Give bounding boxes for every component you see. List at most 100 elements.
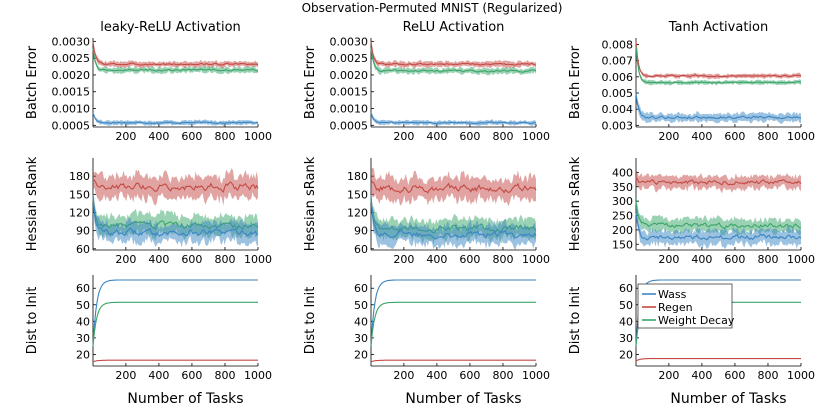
panels-group: 0.0005 0.0010 0.0015 0.0020 0.0025 0.0030 200 4… [25, 20, 815, 407]
panel-title: Tanh Activation [668, 20, 768, 35]
panel-relu-dist: 20 30 40 50 60 200 400 600 800 1000 Dist to Init Nu… [303, 275, 550, 407]
band-wass [371, 111, 536, 127]
panel-tanh-dist: 20 30 40 50 60 200 400 600 800 1000 Dist to Init Nu… [568, 275, 815, 407]
x-tick-label: 1000 [787, 253, 815, 266]
y-axis-label: Batch Error [568, 45, 583, 119]
legend-label-regen: Regen [658, 301, 693, 314]
x-tick-label: 600 [459, 253, 480, 266]
x-tick-label: 1000 [244, 253, 272, 266]
x-tick-label: 800 [214, 253, 235, 266]
panel-relu-batch: 0.0005 0.0010 0.0015 0.0020 0.0025 0.0030 200 4… [303, 20, 550, 143]
series-line-weight-decay [370, 48, 537, 73]
x-tick-label: 600 [724, 253, 745, 266]
y-tick-label: 150 [69, 188, 90, 201]
y-axis-label: Hessian sRank [303, 156, 318, 251]
x-axis-label: Number of Tasks [405, 391, 521, 407]
series-line-regen [92, 179, 259, 193]
series-line-wass [370, 279, 536, 347]
band-regen [371, 39, 536, 69]
x-tick-label: 200 [658, 253, 679, 266]
band-wass [371, 187, 536, 251]
y-tick-label: 300 [612, 195, 633, 208]
x-tick-label: 1000 [244, 369, 272, 382]
y-tick-label: 0.0030 [52, 35, 91, 48]
series-line-wass [635, 213, 802, 241]
series-line-weight-decay [635, 46, 802, 84]
series-line-weight-decay [635, 201, 802, 230]
y-tick-label: 0.008 [602, 38, 634, 51]
x-tick-label: 200 [115, 130, 136, 143]
series-line-regen [370, 359, 536, 363]
panel-relu-srank: 60 90 120 150 180 200 400 600 800 1000 Hessian sRa… [303, 156, 550, 266]
y-tick-label: 20 [354, 348, 368, 361]
panel-title: ReLU Activation [403, 20, 505, 35]
y-tick-label: 400 [612, 166, 633, 179]
y-axis-label: Hessian sRank [568, 156, 583, 251]
y-tick-label: 60 [354, 243, 368, 256]
y-tick-label: 0.0015 [330, 86, 369, 99]
panel-leaky-srank: 60 90 120 150 180 200 400 600 800 1000 Hessian sRa… [25, 156, 272, 266]
y-tick-label: 30 [354, 332, 368, 345]
y-tick-label: 0.0020 [330, 69, 369, 82]
x-tick-label: 400 [148, 253, 169, 266]
y-axis-label: Dist to Init [568, 287, 583, 355]
x-tick-label: 400 [426, 130, 447, 143]
legend-label-wass: Wass [658, 288, 687, 301]
y-tick-label: 0.0025 [52, 52, 91, 65]
x-tick-label: 400 [426, 253, 447, 266]
x-tick-label: 200 [658, 130, 679, 143]
y-tick-label: 250 [612, 210, 633, 223]
y-tick-label: 20 [619, 348, 633, 361]
series-line-weight-decay [370, 301, 536, 347]
x-tick-label: 200 [393, 253, 414, 266]
y-tick-label: 30 [76, 332, 90, 345]
y-tick-label: 0.0025 [330, 52, 369, 65]
series-line-weight-decay [92, 301, 258, 347]
y-tick-label: 60 [619, 282, 633, 295]
x-tick-label: 800 [214, 369, 235, 382]
y-axis-label: Dist to Init [25, 287, 40, 355]
series-line-regen [92, 359, 258, 363]
band-wass [636, 90, 801, 125]
series-line-regen [370, 41, 537, 66]
x-tick-label: 1000 [522, 130, 550, 143]
y-tick-label: 0.0015 [52, 86, 91, 99]
y-tick-label: 40 [76, 315, 90, 328]
x-tick-label: 400 [148, 130, 169, 143]
x-tick-label: 200 [393, 369, 414, 382]
y-tick-label: 90 [76, 225, 90, 238]
y-axis-label: Dist to Init [303, 287, 318, 355]
x-tick-label: 800 [492, 369, 513, 382]
series-line-weight-decay [92, 48, 259, 72]
x-axis-label: Number of Tasks [127, 391, 243, 407]
y-tick-label: 0.006 [602, 71, 634, 84]
x-tick-label: 400 [691, 369, 712, 382]
x-tick-label: 1000 [244, 130, 272, 143]
x-tick-label: 600 [724, 369, 745, 382]
panel-tanh-batch: 0.003 0.004 0.005 0.006 0.007 0.008 200 400 600 8… [568, 20, 815, 143]
y-tick-label: 60 [354, 282, 368, 295]
series-line-wass [635, 93, 802, 120]
x-tick-label: 1000 [522, 253, 550, 266]
x-tick-label: 600 [181, 253, 202, 266]
series-line-regen [635, 177, 802, 186]
y-tick-label: 20 [76, 348, 90, 361]
y-tick-label: 200 [612, 224, 633, 237]
y-tick-label: 60 [76, 282, 90, 295]
x-tick-label: 400 [426, 369, 447, 382]
panel-leaky-dist: 20 30 40 50 60 200 400 600 800 1000 Dist to Init Nu… [25, 275, 272, 407]
band-regen [93, 39, 258, 69]
x-tick-label: 600 [459, 369, 480, 382]
series-line-regen [635, 358, 801, 362]
y-tick-label: 50 [619, 299, 633, 312]
series-line-wass [92, 279, 258, 347]
series-line-wass [370, 195, 537, 240]
y-tick-label: 0.005 [602, 87, 634, 100]
x-tick-label: 600 [181, 130, 202, 143]
x-axis-label: Number of Tasks [670, 391, 786, 407]
x-tick-label: 1000 [522, 369, 550, 382]
x-tick-label: 200 [115, 253, 136, 266]
x-tick-label: 600 [181, 369, 202, 382]
